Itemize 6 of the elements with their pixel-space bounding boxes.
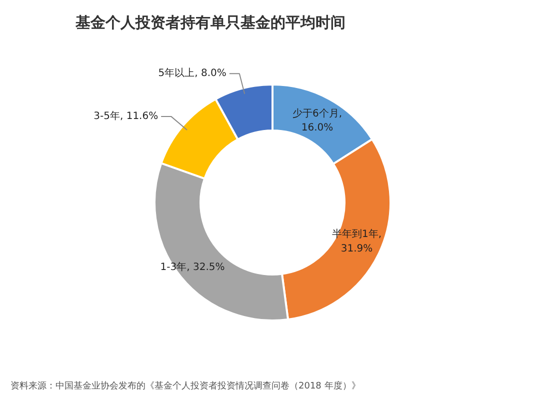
chart-title: 基金个人投资者持有单只基金的平均时间 [74,14,346,32]
slice-label: 少于6个月, 16.0% [292,107,342,134]
slice-label: 5年以上, 8.0% [158,67,226,80]
slice-label: 1-3年, 32.5% [160,260,225,273]
text: 资料来源：中国基金业协会发布的《基金个人投资者投资情况调查问卷（2018 年度）》 [10,380,360,392]
slice-label: 3-5年, 11.6% [94,110,158,122]
